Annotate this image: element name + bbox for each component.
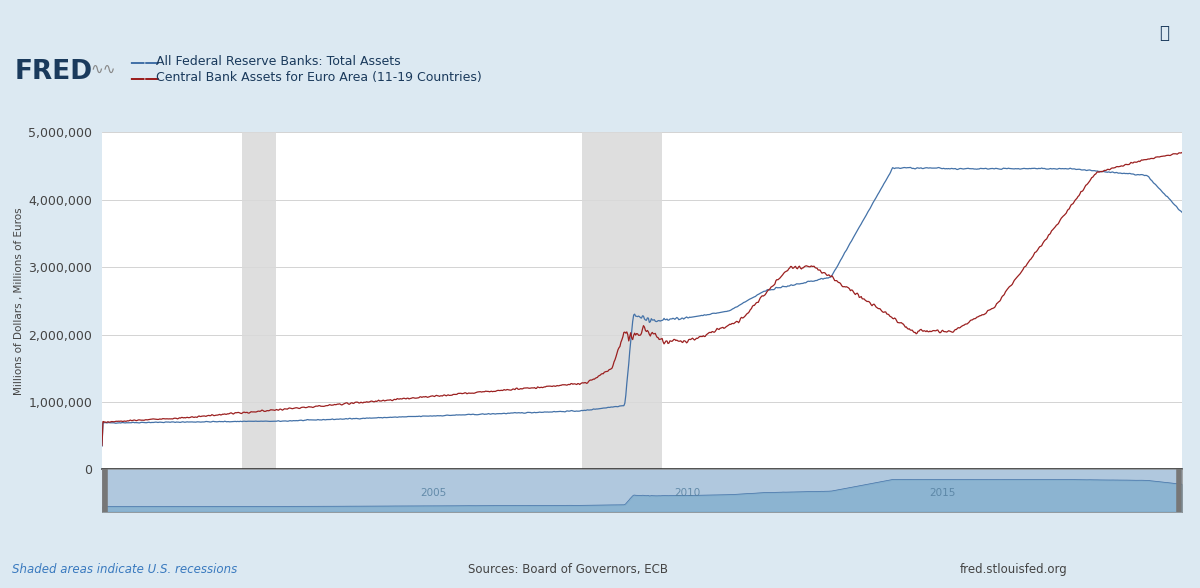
Text: 2015: 2015 (929, 487, 955, 497)
Text: All Federal Reserve Banks: Total Assets: All Federal Reserve Banks: Total Assets (156, 55, 401, 68)
Text: ∿∿: ∿∿ (90, 62, 115, 77)
Text: 2005: 2005 (420, 487, 446, 497)
Bar (582, 132, 662, 469)
Y-axis label: Millions of Dollars , Millions of Euros: Millions of Dollars , Millions of Euros (14, 207, 24, 395)
Text: ——: —— (130, 71, 161, 86)
Text: Central Bank Assets for Euro Area (11-19 Countries): Central Bank Assets for Euro Area (11-19… (156, 71, 481, 83)
Text: Shaded areas indicate U.S. recessions: Shaded areas indicate U.S. recessions (12, 563, 238, 576)
Text: fred.stlouisfed.org: fred.stlouisfed.org (960, 563, 1068, 576)
Text: Sources: Board of Governors, ECB: Sources: Board of Governors, ECB (468, 563, 668, 576)
Text: FRED: FRED (14, 59, 92, 85)
Text: 2010: 2010 (674, 487, 701, 497)
Bar (242, 132, 276, 469)
Text: ⛶: ⛶ (1159, 24, 1169, 42)
Text: ——: —— (130, 55, 161, 71)
